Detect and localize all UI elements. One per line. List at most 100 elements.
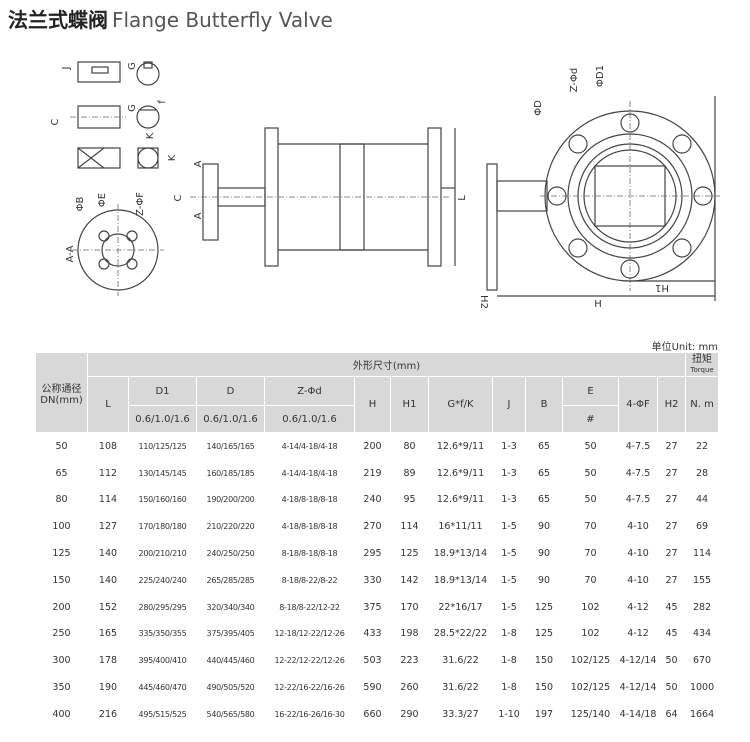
cell: 290 [400,708,419,720]
cell: 1-3 [501,440,517,452]
cell: 70 [584,521,597,533]
cell: 65 [537,494,551,506]
cell: 50 [584,467,597,479]
cell: 1-3 [501,494,517,506]
cell: 27 [665,494,678,506]
cell: 200 [52,601,71,613]
torque-header: 扭矩 Torque [685,352,720,377]
cell: 125 [534,628,554,640]
data-row: 150 140 225/240/240 265/285/285 8-18/8-22/8-… [36,567,719,594]
cell: 1-8 [501,655,517,667]
data-row: 100 127 170/180/180 210/220/220 4-18/8-18/8-… [36,513,719,540]
cell: 27 [665,521,678,533]
cell: 540/565/580 [206,709,255,719]
cell: 445/460/470 [138,683,187,693]
cell: 270 [363,521,382,533]
dim-label: A [193,160,204,167]
cell: 65 [537,467,551,479]
cell: 114 [98,494,118,506]
cell: 125 [52,548,71,560]
cell: 1-5 [501,521,517,533]
cell: 260 [400,682,419,694]
cell: 44 [696,494,709,506]
cell: 240 [363,494,382,506]
cell: 125/140 [570,708,611,720]
cell: 4-10 [627,521,649,533]
cell: 300 [52,655,71,667]
cell: 4-12 [627,601,649,613]
cell: 22 [696,440,709,452]
cell: 670 [692,655,712,667]
cell: 125 [400,548,419,560]
column-header: 4-ΦF [618,376,658,433]
cell: 4-12 [627,628,649,640]
cell: 108 [98,440,118,452]
cell: 240/250/250 [206,549,255,559]
cell: 22*16/17 [438,601,483,613]
cell: 150/160/160 [138,495,187,505]
cell: 127 [98,521,118,533]
cell: 31.6/22 [442,682,479,694]
column-header: B [525,376,563,433]
cell: 12.6*9/11 [436,467,485,479]
cell: 45 [665,628,678,640]
column-header: D [196,376,265,406]
title-cn: 法兰式蝶阀 [8,8,108,32]
cell: 150 [52,574,71,586]
cell: 350 [52,682,71,694]
header-row: 公称通径 DN(mm) 外形尺寸(mm) 扭矩 Torque [35,352,720,433]
torque-header-line: Torque [690,365,714,374]
cell: 4-18/8-18/8-18 [281,522,338,532]
cell: 50 [665,655,678,667]
cell: 8-18/8-22/8-22 [281,575,338,585]
cell: 28 [696,467,709,479]
column-header: L [87,376,129,433]
cell: 1-5 [501,574,517,586]
dim-label: Z-Φd [569,68,580,93]
cell: 165 [98,628,118,640]
cell: 140/165/165 [206,441,255,451]
cell: 90 [537,574,551,586]
cell: 375/395/405 [206,629,255,639]
cell: 12-18/12-22/12-26 [274,629,345,639]
cell: 4-7.5 [625,494,651,506]
header-row: 0.6/1.0/1.6 0.6/1.0/1.6 0.6/1.0/1.6 # [36,405,719,433]
cell: 18.9*13/14 [433,548,488,560]
cell: 190/200/200 [206,495,255,505]
column-subheader: # [562,405,619,433]
dim-label: H [594,299,602,310]
cell: 590 [363,682,382,694]
cell: 27 [665,467,678,479]
cell: 45 [665,601,678,613]
cell: 335/350/355 [138,629,187,639]
data-row: 125 140 200/210/210 240/250/250 8-18/8-18/8-… [36,540,719,567]
cell: 197 [534,708,554,720]
cell: 4-7.5 [625,467,651,479]
dim-label: ΦB [75,196,86,211]
cell: 1-8 [501,628,517,640]
unit: 单位Unit: mm [651,342,718,353]
cell: 330 [363,574,382,586]
cell: 1664 [689,708,715,720]
dim-label: G [127,104,138,112]
cell: 80 [55,494,68,506]
cell: 216 [98,708,118,720]
dim-label: A [193,212,204,219]
cell: 70 [584,574,597,586]
cell: 190 [98,682,118,694]
cell: 65 [537,440,551,452]
cell: 4-7.5 [625,440,651,452]
dim-label: H2 [478,295,489,309]
cell: 50 [584,494,597,506]
cell: 27 [665,574,678,586]
cell: 178 [98,655,118,667]
cell: 200/210/210 [138,549,187,559]
cell: 50 [55,440,68,452]
cell: 27 [665,548,678,560]
cell: 223 [400,655,419,667]
column-header: H2 [656,376,687,433]
dn-header: 公称通径 DN(mm) [35,352,88,433]
cell: 8-18/8-22/12-22 [279,602,340,612]
cell: 12-22/16-22/16-26 [274,683,345,693]
